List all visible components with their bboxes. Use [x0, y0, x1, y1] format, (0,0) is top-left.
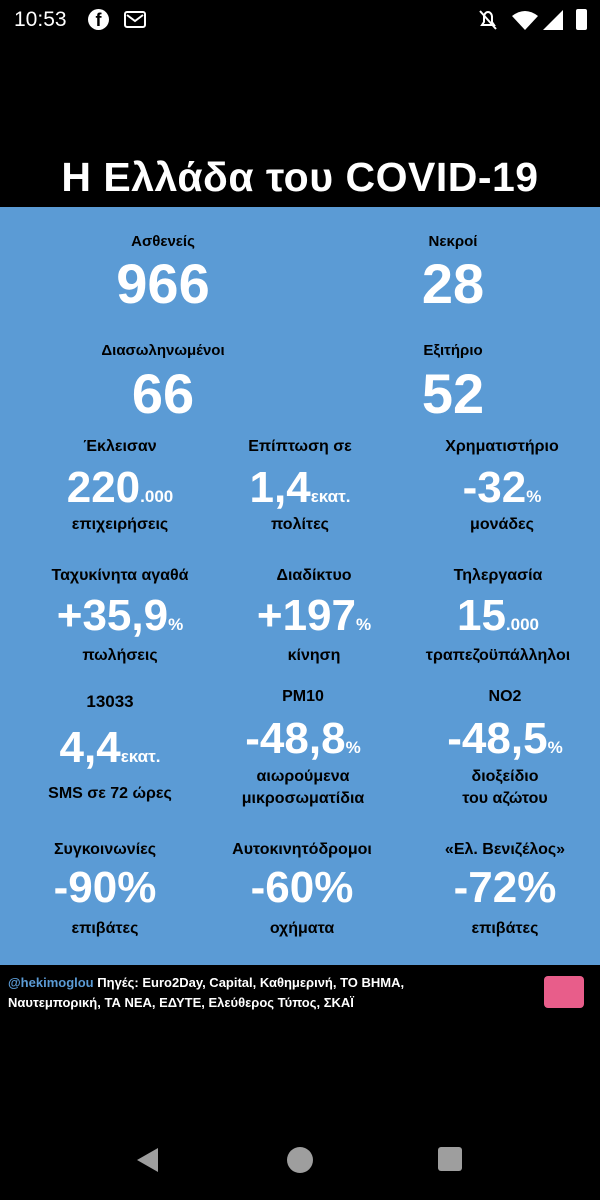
highways-label: Αυτοκινητόδρομοι: [232, 841, 372, 858]
sms-sub: SMS σε 72 ώρες: [48, 785, 172, 802]
back-icon[interactable]: [134, 1146, 162, 1174]
stats-panel: [0, 207, 600, 965]
wifi-icon: [512, 11, 538, 30]
mute-icon: [479, 10, 497, 30]
battery-icon: [576, 9, 587, 30]
impact-sub: πολίτες: [271, 516, 329, 533]
deaths-label: Νεκροί: [428, 233, 478, 250]
sms-label: 13033: [86, 692, 134, 711]
impact-label: Επίπτωση σε: [248, 438, 352, 455]
closed-value: 220.000: [66, 463, 174, 512]
intubated-label: Διασωληνωμένοι: [101, 342, 225, 359]
sources-text: Πηγές: Euro2Day, Capital, Καθημερινή, ΤΟ…: [93, 975, 405, 990]
logo-icon: [544, 976, 584, 1008]
no2-value: -48,5%: [447, 714, 563, 763]
home-icon[interactable]: [287, 1147, 313, 1173]
airport-sub: επιβάτες: [471, 920, 539, 937]
fast-goods-label: Ταχυκίνητα αγαθά: [51, 567, 189, 584]
deaths-value: 28: [421, 252, 485, 315]
facebook-icon: f: [88, 9, 109, 30]
no2-sub2: του αζώτου: [462, 790, 548, 807]
discharged-value: 52: [421, 362, 485, 425]
internet-label: Διαδίκτυο: [276, 567, 352, 584]
internet-value: +197%: [256, 591, 372, 640]
patients-value: 966: [116, 252, 210, 315]
discharged-label: Εξιτήριο: [423, 342, 483, 359]
transport-value: -90%: [53, 863, 157, 912]
closed-label: Έκλεισαν: [83, 438, 157, 455]
pm10-label: PM10: [282, 688, 324, 705]
internet-sub: κίνηση: [287, 647, 341, 664]
pm10-sub1: αιωρούμενα: [256, 768, 350, 785]
intubated-value: 66: [131, 362, 195, 425]
credits-line-2: Ναυτεμπορική, ΤΑ ΝΕΑ, ΕΔΥΤΕ, Ελεύθερος Τ…: [8, 995, 354, 1010]
status-time: 10:53: [14, 8, 67, 31]
airport-value: -72%: [453, 863, 557, 912]
highways-sub: οχήματα: [269, 920, 335, 937]
no2-sub1: διοξείδιο: [471, 768, 539, 785]
airport-label: «Ελ. Βενιζέλος»: [444, 841, 566, 858]
recents-icon[interactable]: [438, 1147, 462, 1171]
signal-icon: [543, 10, 563, 30]
telework-label: Τηλεργασία: [453, 567, 543, 584]
author-handle: @hekimoglou: [8, 975, 94, 990]
credits-line-1: @hekimoglou Πηγές: Euro2Day, Capital, Κα…: [8, 975, 404, 990]
infographic-header: [0, 150, 600, 206]
stock-sub: μονάδες: [470, 516, 534, 533]
credits-footer: [0, 966, 600, 1016]
fast-goods-value: +35,9%: [56, 591, 184, 640]
message-icon: [124, 11, 146, 28]
telework-value: 15.000: [456, 591, 540, 640]
stock-value: -32%: [462, 463, 542, 512]
stock-label: Χρηματιστήριο: [445, 438, 559, 455]
fast-goods-sub: πωλήσεις: [82, 647, 158, 664]
impact-value: 1,4εκατ.: [249, 463, 351, 512]
transport-label: Συγκοινωνίες: [53, 841, 157, 858]
pm10-sub2: μικροσωματίδια: [241, 790, 365, 807]
no2-label: NO2: [488, 688, 522, 705]
telework-sub: τραπεζοϋπάλληλοι: [425, 647, 571, 664]
closed-sub: επιχειρήσεις: [71, 516, 169, 533]
patients-label: Ασθενείς: [131, 233, 195, 250]
pm10-value: -48,8%: [245, 714, 361, 763]
transport-sub: επιβάτες: [71, 920, 139, 937]
infographic-title: Η Ελλάδα του COVID-19: [61, 154, 539, 200]
sms-value: 4,4εκατ.: [59, 723, 161, 772]
highways-value: -60%: [250, 863, 354, 912]
